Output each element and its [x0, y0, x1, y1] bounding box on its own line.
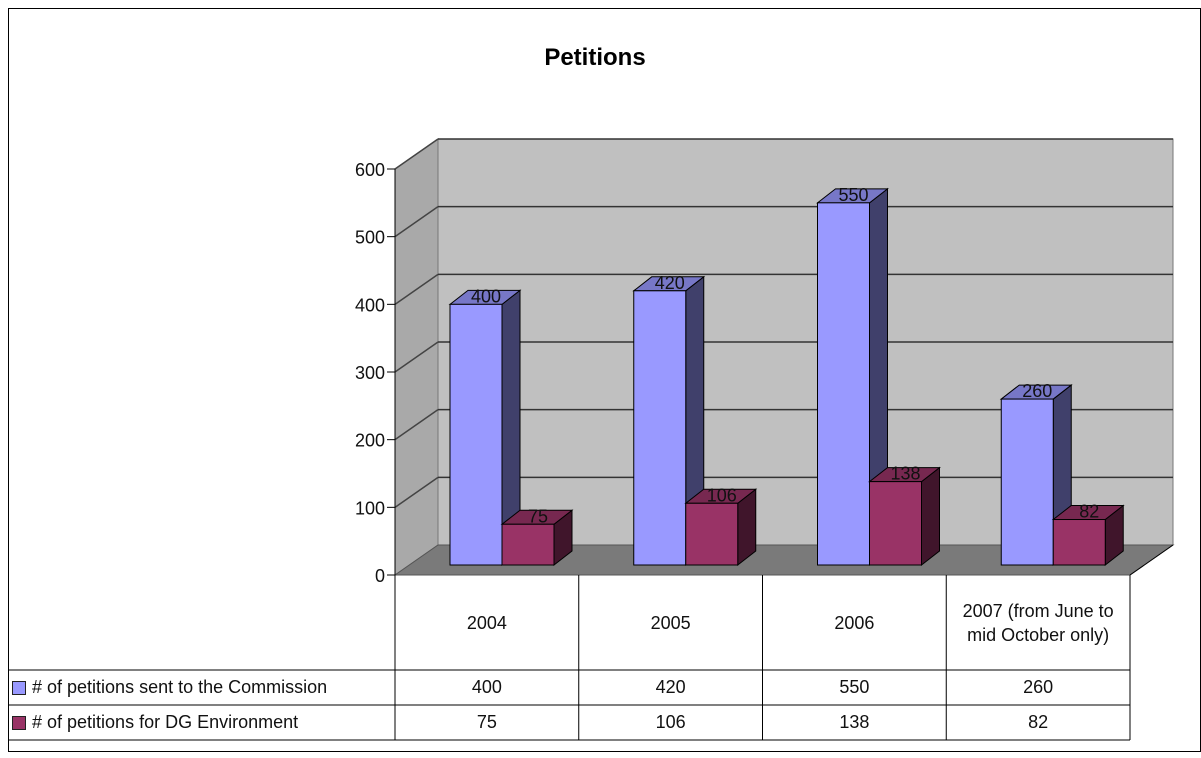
- category-label: 2005: [650, 612, 691, 633]
- legend-entry: # of petitions for DG Environment: [8, 705, 435, 740]
- category-label: 2004: [466, 612, 507, 633]
- bar: [449, 303, 503, 566]
- bar: [817, 202, 870, 566]
- bar: [633, 290, 687, 566]
- table-value: 106: [655, 712, 686, 732]
- legend-entry: # of petitions sent to the Commission: [8, 670, 435, 705]
- bar-data-label: 106: [707, 485, 737, 505]
- category-label: 2007 (from June to mid October only): [962, 600, 1114, 645]
- bar-data-label: 260: [1022, 381, 1052, 401]
- gridline-side: [394, 341, 439, 373]
- y-tick-label: 500: [355, 228, 385, 248]
- bar-data-label: 420: [655, 273, 685, 293]
- table-line: [1129, 544, 1174, 576]
- table-value: 75: [476, 712, 497, 732]
- bar: [1000, 398, 1054, 566]
- gridline-side: [394, 273, 439, 305]
- table-value: 400: [471, 677, 502, 697]
- bar-data-label: 400: [471, 286, 501, 306]
- gridline-side: [394, 409, 439, 441]
- table-value: 420: [655, 677, 686, 697]
- y-tick-label: 100: [355, 498, 385, 518]
- bar: [685, 502, 739, 566]
- y-tick-label: 600: [355, 160, 385, 180]
- y-tick-label: 300: [355, 363, 385, 383]
- bar-side: [921, 466, 940, 567]
- y-tick-label: 200: [355, 431, 385, 451]
- bar: [1052, 519, 1106, 566]
- category-label: 2006: [834, 612, 875, 633]
- bar-data-label: 75: [528, 506, 548, 526]
- legend-swatch: [12, 680, 26, 695]
- gridline-side: [394, 206, 439, 238]
- gridline-side: [394, 138, 439, 170]
- table-value: 260: [1023, 677, 1054, 697]
- chart-title: Petitions: [544, 44, 646, 71]
- table-value: 138: [839, 712, 870, 732]
- bar-data-label: 82: [1079, 502, 1099, 522]
- bar-data-label: 550: [838, 185, 868, 205]
- legend-label: # of petitions sent to the Commission: [32, 677, 328, 697]
- bar-data-label: 138: [890, 464, 920, 484]
- legend-label: # of petitions for DG Environment: [32, 712, 299, 732]
- table-value: 82: [1028, 712, 1049, 732]
- bar: [501, 523, 555, 566]
- legend-swatch: [12, 715, 26, 730]
- gridline-side: [394, 476, 439, 508]
- y-tick-label: 0: [375, 566, 385, 586]
- bar: [869, 481, 922, 566]
- table-value: 550: [839, 677, 870, 697]
- y-tick-label: 400: [355, 295, 385, 315]
